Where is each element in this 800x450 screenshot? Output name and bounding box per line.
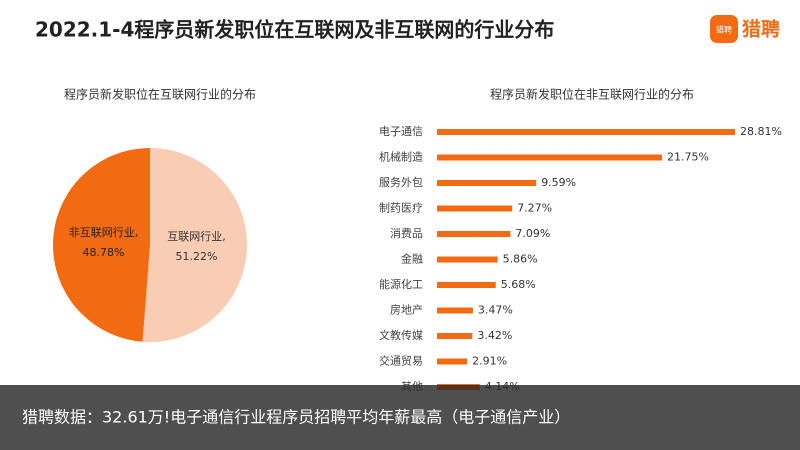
bar: [437, 307, 473, 314]
category-label: 机械制造: [379, 150, 423, 164]
bar: [437, 129, 735, 135]
category-label: 房地产: [390, 303, 423, 317]
category-label: 消费品: [390, 226, 423, 240]
slice-value: 51.22%: [176, 250, 218, 263]
value-label: 21.75%: [667, 151, 709, 164]
slice-label: 非互联网行业,: [69, 226, 139, 239]
bar: [437, 256, 498, 263]
bar: [437, 231, 511, 237]
value-label: 3.42%: [477, 329, 512, 342]
value-label: 5.68%: [501, 278, 536, 291]
bar: [437, 333, 473, 339]
logo-text: 猎聘: [742, 18, 780, 41]
category-label: 制药医疗: [379, 201, 423, 215]
category-label: 文教传媒: [379, 328, 423, 342]
value-label: 2.91%: [472, 355, 507, 368]
logo-icon-text: 猎聘: [716, 25, 732, 35]
category-label: 交通贸易: [379, 354, 423, 368]
value-label: 3.47%: [478, 304, 513, 317]
category-label: 电子通信: [379, 125, 423, 138]
bar: [437, 205, 513, 212]
page-title: 2022.1-4程序员新发职位在互联网及非互联网的行业分布: [35, 18, 554, 42]
pie-title: 程序员新发职位在互联网行业的分布: [64, 87, 256, 102]
category-label: 服务外包: [379, 176, 423, 189]
bar-title: 程序员新发职位在非互联网行业的分布: [490, 87, 694, 102]
logo-icon: [710, 15, 738, 43]
value-label: 7.09%: [515, 227, 550, 240]
value-label: 28.81%: [740, 125, 782, 138]
caption: 猎聘数据：32.61万!电子通信行业程序员招聘平均年薪最高（电子通信产业）: [22, 408, 570, 427]
pie-slice: [142, 148, 248, 343]
slice-value: 48.78%: [82, 246, 124, 259]
category-label: 金融: [401, 252, 423, 266]
caption-band: [0, 385, 800, 450]
value-label: 5.86%: [503, 253, 538, 266]
bar: [437, 358, 468, 365]
bar: [437, 154, 662, 161]
slice-label: 互联网行业,: [167, 230, 226, 243]
pie-slice: [53, 148, 151, 342]
category-label: 能源化工: [379, 277, 423, 291]
bar: [437, 180, 537, 186]
value-label: 7.27%: [517, 202, 552, 215]
value-label: 9.59%: [541, 176, 576, 189]
bar: [437, 282, 496, 288]
